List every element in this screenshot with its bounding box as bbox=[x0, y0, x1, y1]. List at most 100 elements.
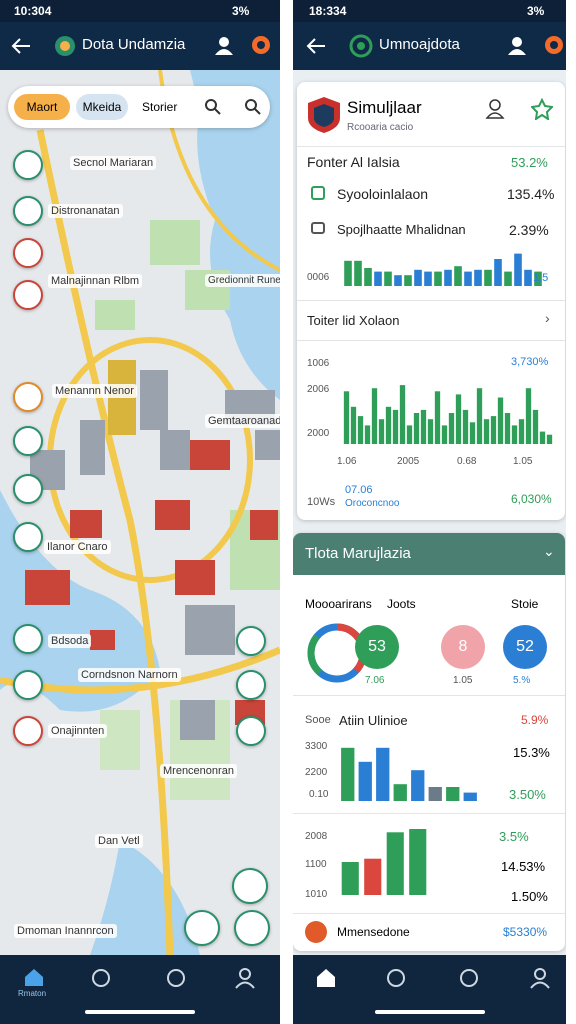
chevron[interactable]: › bbox=[545, 310, 550, 326]
metric-value: 52 bbox=[516, 638, 534, 655]
card-header[interactable]: Tlota Marujlazia ⌄ bbox=[293, 533, 565, 575]
bar bbox=[434, 391, 441, 444]
nav-home[interactable] bbox=[315, 967, 337, 989]
app-title: Umnoajdota bbox=[379, 36, 460, 53]
chart-label: 1010 bbox=[305, 889, 328, 900]
map-button[interactable] bbox=[232, 868, 268, 904]
bar bbox=[341, 862, 359, 895]
summary-card: Simuljlaar Rcooaria cacio Fonter Al Ials… bbox=[297, 82, 565, 520]
bar bbox=[354, 260, 362, 286]
chart-value: 1.50% bbox=[511, 889, 548, 904]
map-label: Gemtaaroanadet bbox=[205, 414, 280, 428]
bar bbox=[484, 269, 492, 286]
chip[interactable]: Storier bbox=[142, 100, 178, 114]
chart-label: 2008 bbox=[305, 831, 328, 842]
profile-button[interactable] bbox=[507, 35, 527, 57]
search-icon[interactable] bbox=[244, 98, 262, 116]
settings-button[interactable] bbox=[250, 34, 272, 56]
bar bbox=[490, 416, 497, 444]
bar bbox=[364, 268, 372, 286]
bar bbox=[524, 269, 532, 286]
map-button[interactable] bbox=[13, 474, 43, 504]
back-button[interactable] bbox=[10, 36, 32, 56]
app-title: Dota Undamzia bbox=[82, 36, 186, 53]
x-label: 1.05 bbox=[513, 456, 533, 467]
map-button[interactable] bbox=[13, 522, 43, 552]
chart-label: 0.10 bbox=[309, 789, 329, 800]
map-button[interactable] bbox=[184, 910, 220, 946]
chip[interactable]: Mkeida bbox=[76, 94, 128, 120]
footer-value: 6,030% bbox=[511, 492, 552, 506]
status-bar: 10:304 3% bbox=[0, 0, 280, 22]
map-button[interactable] bbox=[234, 910, 270, 946]
map-button[interactable] bbox=[13, 150, 43, 180]
tab[interactable]: Moooarirans bbox=[305, 597, 372, 611]
map-button[interactable] bbox=[13, 624, 43, 654]
map-button[interactable] bbox=[236, 716, 266, 746]
map-button[interactable] bbox=[236, 626, 266, 656]
map-button[interactable] bbox=[13, 238, 43, 268]
map-button[interactable] bbox=[13, 382, 43, 412]
divider bbox=[293, 695, 565, 696]
nav-search[interactable] bbox=[90, 967, 112, 989]
nav-profile[interactable] bbox=[234, 967, 256, 989]
bar bbox=[344, 260, 352, 286]
bar bbox=[413, 413, 420, 444]
map-label: Menannn Nenor bbox=[52, 384, 137, 398]
bar bbox=[454, 266, 462, 286]
user-button[interactable] bbox=[485, 98, 505, 120]
search-icon[interactable] bbox=[204, 98, 222, 116]
nav-home[interactable] bbox=[23, 967, 45, 987]
status-time: 18:334 bbox=[309, 4, 347, 18]
status-battery: 3% bbox=[527, 4, 545, 18]
favorite-button[interactable] bbox=[531, 98, 553, 120]
chevron[interactable]: ⌄ bbox=[543, 543, 555, 559]
nav-profile[interactable] bbox=[529, 967, 551, 989]
metric-value: 53 bbox=[368, 638, 386, 655]
bar bbox=[376, 747, 390, 801]
mini-chart bbox=[344, 253, 542, 286]
bar bbox=[539, 431, 546, 444]
bar bbox=[434, 271, 442, 286]
badge bbox=[308, 97, 340, 133]
map-button[interactable] bbox=[13, 280, 43, 310]
map-button[interactable] bbox=[13, 196, 43, 226]
map-label: Bdsoda bbox=[48, 634, 92, 648]
bar bbox=[504, 413, 511, 444]
nav-chat[interactable] bbox=[165, 967, 187, 989]
bar bbox=[341, 747, 355, 801]
tab[interactable]: Stoie bbox=[511, 597, 539, 611]
search-bar[interactable]: Maort Mkeida Storier bbox=[8, 86, 270, 128]
bar bbox=[448, 413, 455, 444]
map-label: Dan Vetl bbox=[95, 834, 143, 848]
map-graphics bbox=[0, 69, 280, 956]
back-button[interactable] bbox=[305, 36, 327, 56]
tab[interactable]: Joots bbox=[387, 597, 416, 611]
bottom-nav bbox=[293, 955, 566, 1024]
map-button[interactable] bbox=[13, 670, 43, 700]
profile-button[interactable] bbox=[214, 35, 234, 57]
nav-chat[interactable] bbox=[458, 967, 480, 989]
left-phone: Maort Mkeida Storier Secnol Mariaran Dis… bbox=[0, 0, 280, 1024]
map-button[interactable] bbox=[13, 716, 43, 746]
map-button[interactable] bbox=[13, 426, 43, 456]
bar bbox=[476, 388, 483, 444]
map-label: Secnol Mariaran bbox=[70, 156, 157, 170]
map-button[interactable] bbox=[236, 670, 266, 700]
bar bbox=[364, 425, 371, 444]
row-value: 135.4% bbox=[507, 186, 555, 202]
bar bbox=[358, 761, 372, 801]
divider bbox=[293, 813, 565, 814]
app-bar: Umnoajdota bbox=[293, 22, 566, 70]
bar bbox=[514, 253, 522, 286]
nav-search[interactable] bbox=[385, 967, 407, 989]
metric-value: 8 bbox=[458, 638, 468, 655]
status-time: 10:304 bbox=[14, 4, 52, 18]
chip[interactable]: Maort bbox=[14, 94, 70, 120]
section-value: 5.9% bbox=[521, 713, 549, 727]
bar bbox=[384, 271, 392, 286]
row-label: Syooloinlalaon bbox=[337, 186, 429, 202]
bar bbox=[534, 271, 542, 286]
settings-button[interactable] bbox=[543, 34, 565, 56]
